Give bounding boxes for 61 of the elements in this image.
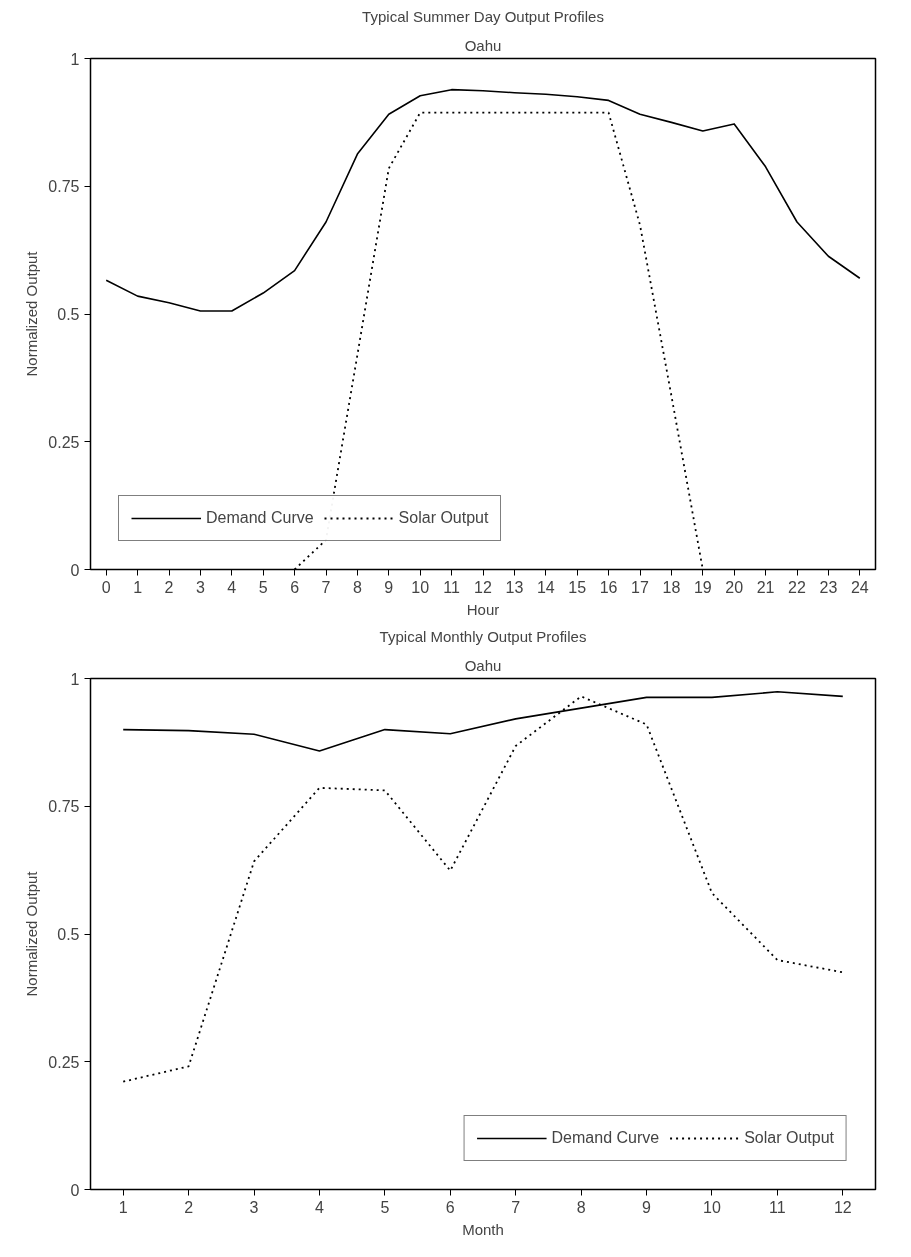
x-tick-label: 13	[505, 578, 524, 596]
x-tick-label: 9	[642, 1198, 652, 1216]
y-tick-label: 0.5	[57, 306, 80, 323]
line-series	[105, 88, 861, 312]
x-tick-label: 10	[703, 1198, 721, 1216]
x-tick-label: 19	[693, 578, 712, 596]
x-tick-label: 5	[380, 1198, 390, 1216]
x-tick-label: 3	[249, 1198, 259, 1216]
x-tick-label: 24	[850, 578, 869, 596]
x-tick-label: 0	[101, 578, 111, 596]
legend-label: Demand Curve	[206, 509, 314, 527]
x-tick-label: 7	[321, 578, 331, 596]
x-tick-label: 14	[536, 578, 555, 596]
x-tick-label: 23	[819, 578, 838, 596]
x-tick-label: 16	[599, 578, 618, 596]
x-tick-label: 12	[474, 578, 492, 596]
legend-label: Solar Output	[398, 509, 489, 527]
y-tick-label: 0	[70, 561, 80, 579]
x-tick-label: 2	[184, 1198, 194, 1216]
x-tick-label: 6	[290, 578, 300, 596]
x-tick-label: 11	[443, 578, 461, 596]
y-tick-label: 1	[70, 50, 80, 68]
y-tick-label: 0.25	[48, 433, 80, 451]
x-tick-label: 5	[258, 578, 268, 596]
y-tick-label: 0.25	[48, 1053, 80, 1071]
x-tick-label: 6	[445, 1198, 455, 1216]
chart-title: Typical Monthly Output Profiles	[379, 627, 587, 645]
chart-title: Typical Summer Day Output Profiles	[362, 7, 604, 25]
x-tick-label: 20	[725, 578, 744, 596]
x-tick-label: 12	[833, 1198, 852, 1216]
x-tick-label: 8	[352, 578, 362, 596]
x-tick-label: 4	[227, 578, 237, 596]
x-axis-title: Month	[462, 1220, 504, 1238]
y-tick-label: 0	[70, 1181, 80, 1199]
x-tick-label: 2	[164, 578, 174, 596]
x-tick-label: 10	[411, 578, 430, 596]
x-tick-label: 8	[576, 1198, 586, 1216]
x-tick-label: 9	[384, 578, 394, 596]
x-tick-label: 15	[568, 578, 587, 596]
legend-label: Solar Output	[744, 1129, 834, 1147]
y-tick-label: 1	[70, 670, 80, 688]
y-tick-label: 0.75	[48, 178, 80, 196]
y-tick-label: 0.5	[57, 926, 80, 943]
chart-subtitle: Oahu	[464, 36, 502, 54]
x-tick-label: 18	[662, 578, 681, 596]
y-axis-title: Normalized Output	[23, 870, 41, 997]
x-tick-label: 22	[788, 578, 806, 596]
x-tick-label: 21	[756, 578, 775, 596]
line-series	[122, 695, 844, 1083]
x-tick-label: 3	[195, 578, 205, 596]
x-tick-label: 11	[769, 1198, 786, 1216]
chart-subtitle: Oahu	[464, 656, 502, 674]
x-tick-label: 17	[631, 578, 649, 596]
legend-label: Demand Curve	[551, 1129, 660, 1147]
x-tick-label: 1	[118, 1198, 128, 1216]
x-tick-label: 7	[511, 1198, 521, 1216]
x-tick-label: 1	[133, 578, 143, 596]
y-tick-label: 0.75	[48, 798, 80, 816]
x-tick-label: 4	[315, 1198, 325, 1216]
x-axis-title: Hour	[466, 600, 500, 618]
y-axis-title: Normalized Output	[23, 250, 41, 377]
